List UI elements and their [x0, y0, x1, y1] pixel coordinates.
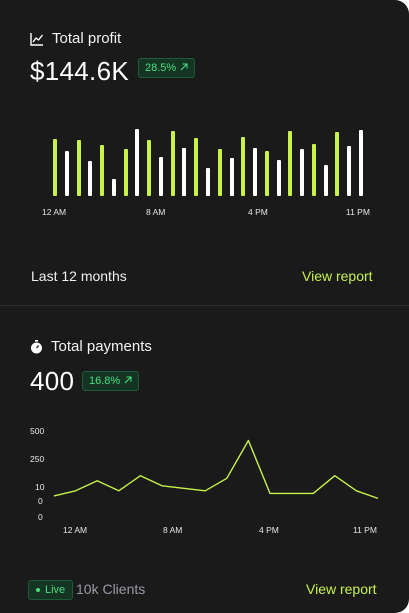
profit-bar: [100, 145, 105, 196]
profit-bar: [194, 138, 199, 196]
profit-bar: [300, 149, 305, 196]
payments-y-tick: 500: [30, 426, 45, 436]
live-dot-icon: [36, 588, 40, 592]
payments-x-tick: 11 PM: [353, 525, 377, 535]
profit-bar: [88, 161, 93, 196]
payments-y-tick: 250: [30, 454, 45, 464]
profit-bar: [359, 130, 363, 196]
profit-bar: [182, 147, 187, 196]
payments-value: 400: [30, 366, 75, 396]
profit-change-badge: 28.5%: [138, 58, 196, 78]
profit-bar: [111, 179, 116, 196]
profit-bar: [135, 128, 140, 196]
profit-bar: [229, 157, 234, 196]
total-profit-card: Total profit $144.6K 28.5% 12 AM 8 AM 4 …: [0, 0, 409, 305]
card-divider: [0, 305, 409, 306]
payments-x-tick: 4 PM: [259, 525, 279, 535]
profit-bar: [217, 149, 222, 196]
profit-bar: [241, 136, 246, 196]
payments-series-line: [53, 439, 379, 500]
profit-title: Total profit: [52, 30, 122, 47]
profit-period: Last 12 months: [31, 268, 127, 284]
stopwatch-icon: [30, 339, 43, 354]
profit-bar: [335, 132, 340, 196]
profit-bar: [64, 151, 69, 196]
profit-bar: [253, 147, 258, 196]
payments-y-tick: 0: [38, 496, 43, 506]
payments-x-tick: 8 AM: [163, 525, 183, 535]
profit-bar: [158, 157, 163, 196]
profit-value: $144.6K: [30, 56, 129, 86]
payments-header: Total payments: [30, 338, 152, 355]
payments-view-report-link[interactable]: View report: [306, 581, 377, 597]
profit-bar: [347, 145, 352, 196]
live-badge: Live: [28, 580, 74, 600]
total-payments-card: [0, 306, 409, 613]
profit-bar: [323, 164, 328, 196]
profit-x-tick: 4 PM: [248, 207, 268, 217]
trend-chart-icon: [30, 32, 44, 46]
profit-bar: [170, 130, 175, 196]
profit-x-tick: 8 AM: [146, 207, 166, 217]
payments-title: Total payments: [51, 338, 152, 355]
payments-y-tick: 10: [35, 482, 45, 492]
profit-view-report-link[interactable]: View report: [302, 268, 373, 284]
profit-bar: [264, 151, 269, 196]
payments-change-badge: 16.8%: [82, 371, 140, 391]
payments-x-tick: 12 AM: [63, 525, 88, 535]
profit-change-text: 28.5%: [145, 62, 177, 74]
profit-bar: [276, 159, 281, 196]
profit-header: Total profit: [30, 30, 121, 47]
profit-bar: [123, 149, 128, 196]
payments-y-tick: 0: [38, 512, 43, 522]
clients-count: 10k Clients: [76, 581, 146, 597]
profit-x-tick: 12 AM: [42, 207, 67, 217]
profit-x-tick: 11 PM: [346, 207, 370, 217]
arrow-up-right-icon: [180, 58, 188, 78]
profit-bar: [206, 168, 210, 196]
profit-bar: [147, 140, 152, 196]
profit-bar-chart: [53, 128, 363, 196]
payments-change-text: 16.8%: [89, 375, 121, 387]
arrow-up-right-icon: [124, 371, 132, 391]
live-label: Live: [45, 584, 66, 596]
profit-bar: [53, 138, 57, 196]
profit-bar: [288, 130, 293, 196]
profit-bar: [311, 144, 316, 196]
profit-bar: [76, 140, 81, 196]
